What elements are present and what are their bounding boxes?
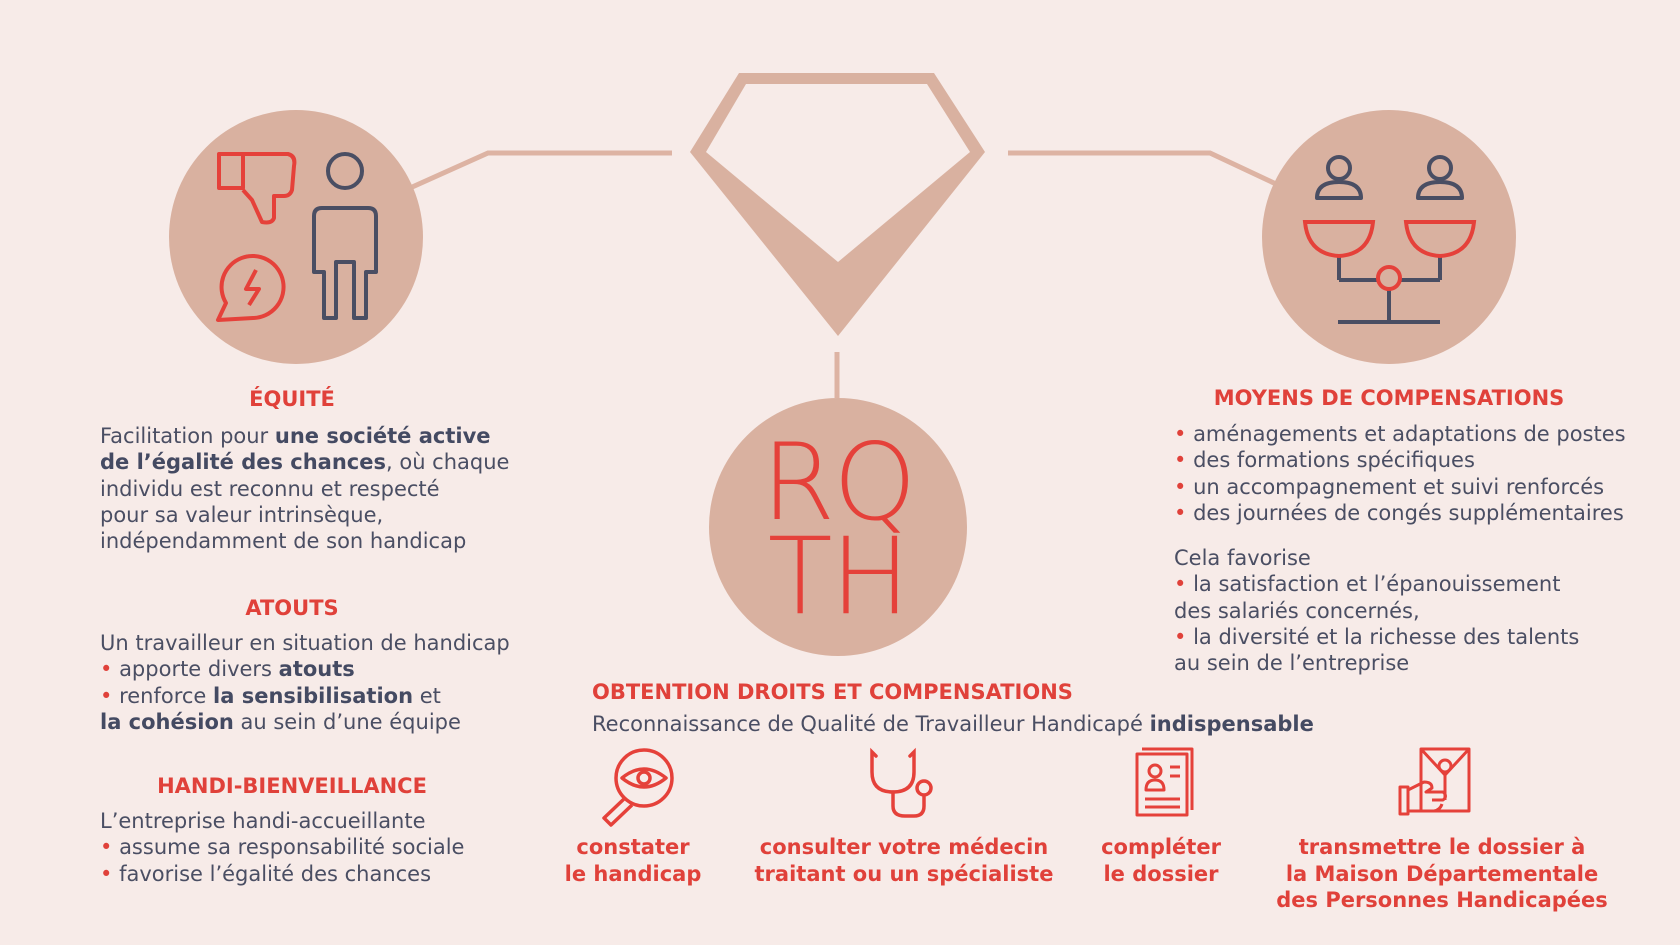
list-item: • aménagements et adaptations de postes	[1174, 422, 1626, 446]
person-icon	[312, 152, 378, 320]
rqth-line-1: RQ	[761, 421, 916, 544]
equite-title: ÉQUITÉ	[249, 387, 335, 411]
stethoscope-icon	[870, 747, 933, 818]
equite-text: Facilitation pour une société active de …	[100, 424, 510, 554]
moyens-list: • aménagements et adaptations de postes …	[1174, 421, 1626, 526]
step-completer: compléter le dossier	[1101, 835, 1221, 886]
atouts-title: ATOUTS	[245, 596, 339, 620]
list-item: • la diversité et la richesse des talent…	[1174, 624, 1580, 649]
atouts-text: Un travailleur en situation de handicap …	[100, 631, 510, 734]
handi-title: HANDI-BIENVEILLANCE	[157, 774, 427, 798]
list-item: • renforce la sensibilisation et	[100, 683, 441, 708]
step-consulter: consulter votre médecin traitant ou un s…	[754, 835, 1054, 886]
thumbs-down-icon	[217, 152, 297, 225]
magnifier-eye-icon	[602, 748, 674, 827]
obtention-subtitle: Reconnaissance de Qualité de Travailleur…	[592, 712, 1314, 736]
connector-left	[408, 150, 672, 191]
equite-bold-2: de l’égalité des chances	[100, 450, 386, 475]
moyens-favorise: Cela favorise • la satisfaction et l’épa…	[1174, 546, 1580, 676]
document-form-icon	[1135, 747, 1194, 817]
list-item: • assume sa responsabilité sociale	[100, 835, 465, 860]
moyens-title: MOYENS DE COMPENSATIONS	[1213, 386, 1565, 410]
rqth-logo: RQ TH	[748, 421, 928, 638]
list-item: • des journées de congés supplémentaires	[1174, 500, 1624, 525]
rqth-circle	[709, 398, 967, 656]
handi-text: L’entreprise handi-accueillante • assume…	[100, 809, 465, 886]
equite-bold-1: une société active	[274, 424, 491, 448]
list-item: • la satisfaction et l’épanouissement	[1174, 572, 1561, 597]
step-constater: constater le handicap	[564, 835, 702, 886]
list-item: • un accompagnement et suivi renforcés	[1174, 474, 1605, 499]
list-item: • apporte divers atouts	[100, 657, 355, 682]
obtention-title: OBTENTION DROITS ET COMPENSATIONS	[592, 680, 1073, 704]
list-item: • des formations spécifiques	[1174, 448, 1475, 473]
envelope-hand-icon	[1398, 747, 1471, 816]
diamond-icon	[690, 73, 985, 336]
list-item: • favorise l’égalité des chances	[100, 861, 432, 886]
moyens-circle	[1262, 110, 1516, 364]
connector-right	[1008, 150, 1278, 187]
alert-speech-icon	[216, 254, 286, 322]
equite-circle	[169, 110, 423, 364]
rqth-line-2: TH	[767, 515, 910, 638]
step-transmettre: transmettre le dossier à la Maison Dépar…	[1276, 835, 1608, 912]
balance-people-icon	[1302, 155, 1477, 324]
